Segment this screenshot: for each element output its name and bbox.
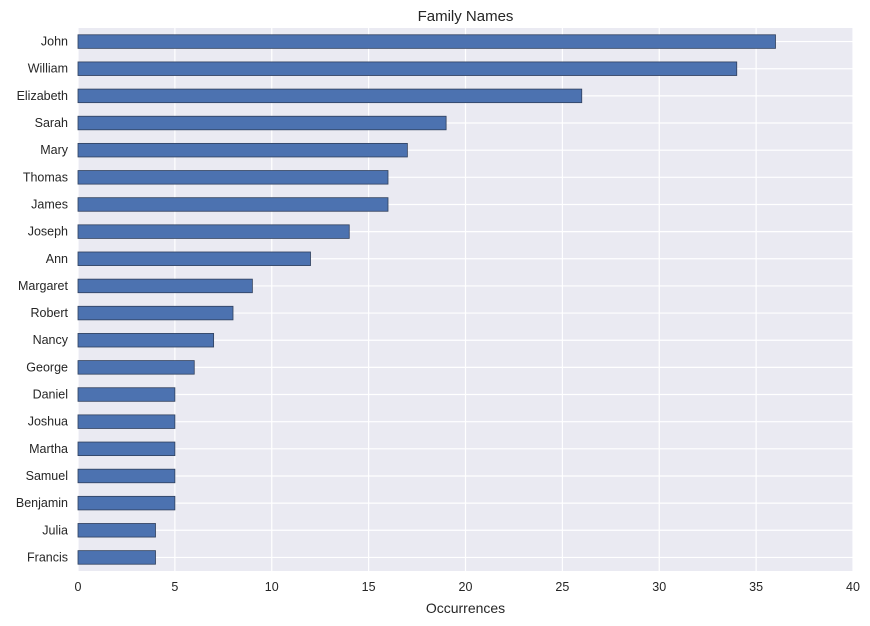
bar-william (77, 61, 738, 76)
y-tick-label-sarah: Sarah (35, 116, 68, 130)
x-tick-label-10: 10 (265, 580, 279, 594)
y-tick-label-daniel: Daniel (33, 388, 68, 402)
x-tick-label-0: 0 (75, 580, 82, 594)
bar-mary (77, 142, 408, 158)
bar-ann (77, 251, 311, 266)
y-tick-label-mary: Mary (40, 143, 69, 157)
bar-martha (77, 441, 176, 457)
bar-francis (77, 550, 156, 565)
y-tick-label-robert: Robert (30, 306, 68, 320)
y-tick-label-joseph: Joseph (28, 225, 68, 239)
x-tick-labels: 0 5 10 15 20 25 30 35 40 (75, 580, 860, 594)
y-tick-label-francis: Francis (27, 550, 68, 564)
chart-title: Family Names (418, 8, 514, 25)
x-tick-label-15: 15 (362, 580, 376, 594)
y-tick-label-george: George (26, 360, 68, 374)
y-tick-label-samuel: Samuel (26, 469, 68, 483)
x-tick-label-40: 40 (846, 580, 860, 594)
bar-elizabeth (77, 88, 583, 104)
x-tick-label-20: 20 (459, 580, 473, 594)
bar-thomas (77, 170, 389, 185)
bar-benjamin (77, 495, 176, 511)
bar-margaret (77, 278, 253, 294)
bar-george (77, 360, 195, 375)
x-tick-label-30: 30 (652, 580, 666, 594)
y-tick-label-benjamin: Benjamin (16, 496, 68, 510)
x-tick-label-5: 5 (171, 580, 178, 594)
y-tick-label-ann: Ann (46, 252, 68, 266)
y-tick-label-john: John (41, 35, 68, 49)
bar-robert (77, 305, 234, 321)
x-axis-label: Occurrences (426, 600, 505, 616)
bar-nancy (77, 333, 215, 348)
bar-james (77, 197, 389, 212)
y-tick-label-william: William (28, 62, 68, 76)
bar-joshua (77, 414, 176, 429)
y-tick-label-thomas: Thomas (23, 170, 68, 184)
y-tick-label-joshua: Joshua (28, 415, 68, 429)
bar-john (77, 34, 776, 49)
bar-sarah (77, 115, 447, 131)
x-tick-label-25: 25 (555, 580, 569, 594)
y-tick-label-martha: Martha (29, 442, 68, 456)
y-tick-label-james: James (31, 197, 68, 211)
bar-julia (77, 523, 156, 538)
y-tick-label-margaret: Margaret (18, 279, 69, 293)
y-tick-label-elizabeth: Elizabeth (17, 89, 68, 103)
bar-samuel (77, 468, 176, 484)
y-tick-labels: John William Elizabeth Sarah Mary Thomas James… (16, 35, 69, 565)
x-tick-label-35: 35 (749, 580, 763, 594)
y-tick-label-nancy: Nancy (33, 333, 69, 347)
bar-joseph (77, 224, 350, 239)
bar-daniel (77, 387, 176, 402)
bars (77, 34, 776, 565)
y-tick-label-julia: Julia (42, 523, 68, 537)
